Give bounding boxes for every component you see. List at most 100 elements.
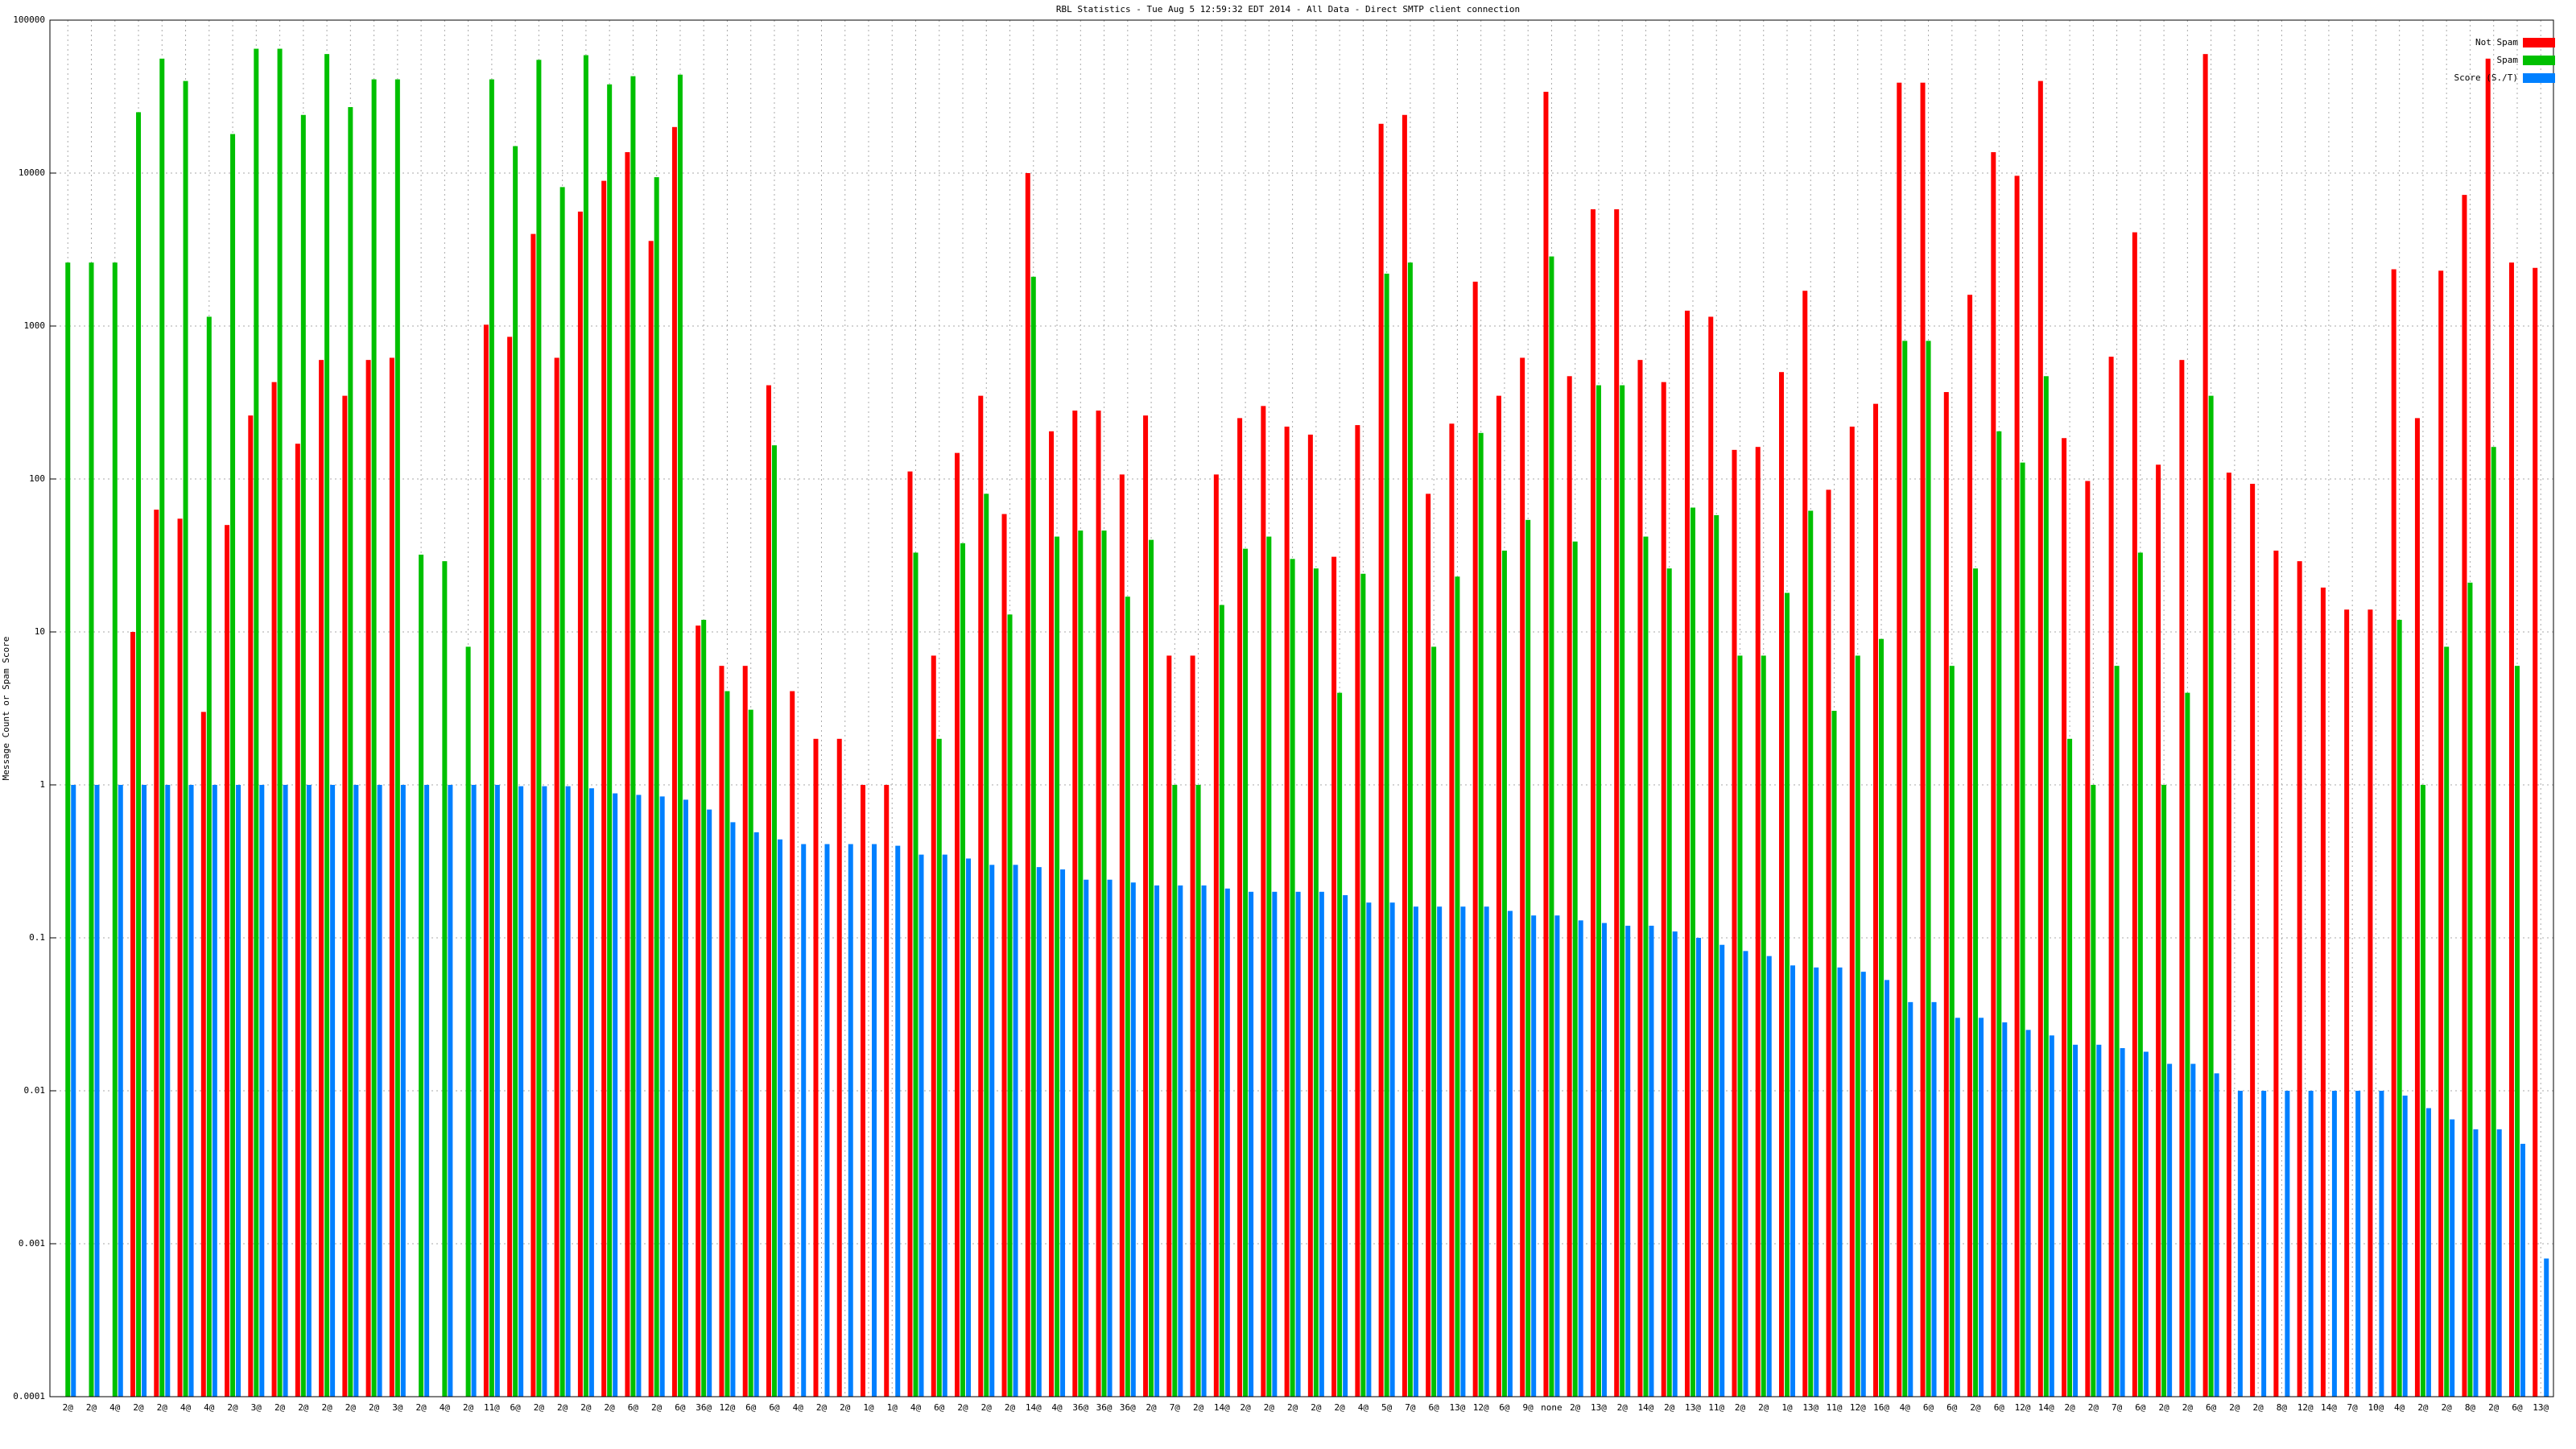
bar [2091,785,2096,1397]
x-tick-label: 4@ [2394,1402,2405,1413]
bar [542,786,547,1397]
x-tick-label: 6@ [934,1402,945,1413]
bar [2414,418,2420,1397]
bar [177,518,183,1397]
x-tick-label: 2@ [840,1402,851,1413]
bar [719,666,724,1397]
bar [895,845,901,1397]
x-tick-label: 14@ [2321,1402,2337,1413]
bar [2132,232,2137,1397]
bar [295,444,300,1397]
bar [1695,938,1701,1397]
bar [848,844,853,1397]
bar [1224,888,1230,1397]
bar [465,646,471,1397]
x-tick-label: 12@ [1473,1402,1489,1413]
bar [489,79,494,1397]
x-tick-label: 12@ [1850,1402,1866,1413]
bar [389,357,394,1397]
bar [2226,473,2231,1397]
x-tick-label: 13@ [1802,1402,1818,1413]
x-tick-label: 2@ [463,1402,474,1413]
x-tick-label: 12@ [2297,1402,2314,1413]
x-tick-label: 36@ [1096,1402,1113,1413]
x-tick-label: 2@ [1146,1402,1157,1413]
bar [1596,385,1601,1397]
bar [2508,262,2514,1397]
bar [1802,291,1808,1397]
bar [1072,411,1078,1397]
bar [1860,972,1866,1397]
bar [1249,891,1254,1397]
bar [824,844,830,1397]
bar [2261,1091,2267,1397]
bar [394,79,400,1397]
bar [225,525,230,1397]
x-tick-label: 2@ [1005,1402,1016,1413]
bar [1931,1001,1937,1397]
bar [2002,1022,2008,1397]
x-tick-label: 4@ [1358,1402,1369,1413]
bar [2273,551,2279,1397]
bar [978,395,984,1397]
x-tick-label: 6@ [769,1402,780,1413]
bar [2396,619,2402,1397]
bar [884,785,890,1397]
bar [188,785,194,1397]
legend-swatch [2523,56,2555,65]
bar [2355,1091,2361,1397]
bar [613,793,618,1397]
x-tick-label: 6@ [1499,1402,1510,1413]
bar [2544,1258,2549,1397]
bar [94,785,100,1397]
x-tick-label: 3@ [251,1402,262,1413]
bar [2143,1051,2149,1397]
bar [2467,582,2473,1397]
bar [1078,530,1084,1397]
x-tick-label: 6@ [2512,1402,2523,1413]
x-tick-label: 4@ [910,1402,922,1413]
bar [2425,1108,2431,1397]
bar [1455,576,1460,1397]
bar [2049,1035,2054,1397]
bar [1331,556,1337,1397]
x-tick-label: 2@ [1264,1402,1275,1413]
bar [766,385,771,1397]
legend-swatch [2523,38,2555,47]
bar [365,360,371,1397]
bar [1920,82,1926,1397]
bar [1426,493,1431,1397]
bar [2320,587,2326,1397]
bar [259,785,265,1397]
x-tick-label: 11@ [484,1402,500,1413]
bar [1378,123,1384,1397]
x-tick-label: 6@ [1994,1402,2005,1413]
bar [1714,514,1719,1397]
x-tick-label: 2@ [1287,1402,1298,1413]
x-tick-label: 5@ [1381,1402,1393,1413]
x-tick-label: 2@ [957,1402,968,1413]
bar [1785,592,1790,1397]
x-tick-label: 9@ [1523,1402,1534,1413]
legend-label: Score (S./T) [2454,72,2518,83]
bar [1908,1001,1913,1397]
bar [183,80,188,1397]
bar [1554,915,1560,1397]
bar [1949,666,1955,1397]
bar [1201,885,1207,1397]
bar [1284,426,1290,1397]
bar [1885,980,1890,1397]
x-tick-label: 7@ [1405,1402,1416,1413]
bar [89,262,94,1397]
y-tick-label: 0.1 [29,932,45,943]
bar [730,822,736,1397]
bar [1955,1018,1960,1397]
bar [300,114,306,1397]
bar [200,712,206,1397]
bar [1743,951,1748,1397]
bar [1755,447,1761,1397]
bar [1084,879,1089,1397]
bar [1643,536,1649,1397]
bar [2108,357,2114,1397]
x-tick-label: 2@ [2088,1402,2099,1413]
